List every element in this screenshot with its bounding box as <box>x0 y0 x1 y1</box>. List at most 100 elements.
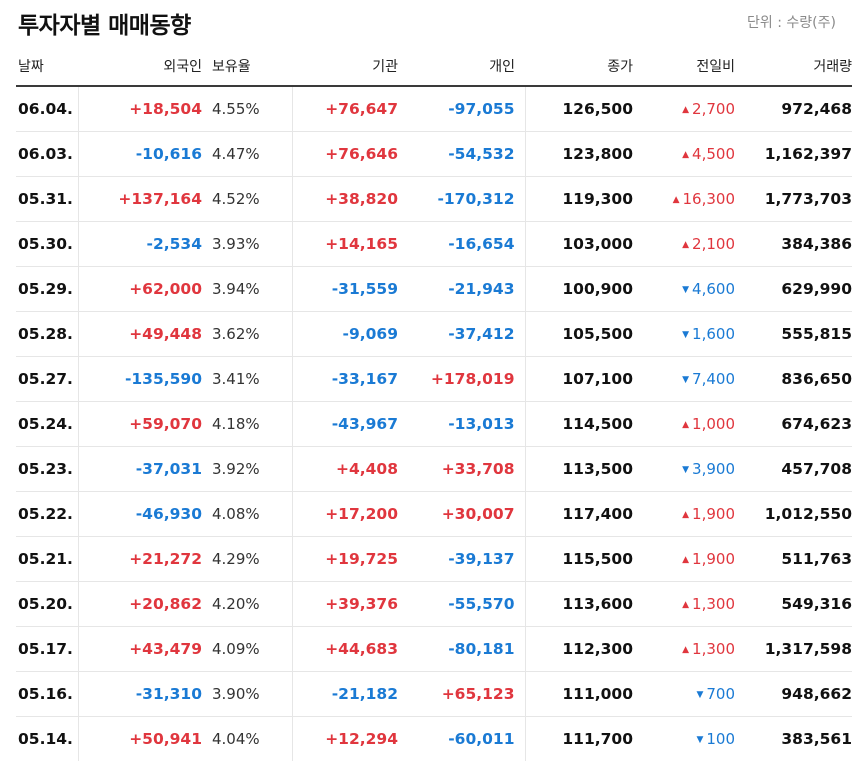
cell-institution: -21,182 <box>292 671 398 717</box>
change-value: 1,300 <box>692 595 735 613</box>
cell-change: ▼ 700 <box>633 671 735 717</box>
table-row: 05.16. -31,310 3.90% -21,182 +65,123 111,000 ▼… <box>16 671 852 717</box>
table-body: 06.04. +18,504 4.55% +76,647 -97,055 126,500 ▲… <box>16 86 852 761</box>
header-institution: 기관 <box>292 46 398 87</box>
header-volume: 거래량 <box>735 46 852 87</box>
table-row: 05.27. -135,590 3.41% -33,167 +178,019 107,10… <box>16 356 852 402</box>
cell-foreign: -2,534 <box>78 221 202 267</box>
down-triangle-icon: ▼ <box>682 465 690 475</box>
cell-individual: -170,312 <box>398 176 526 222</box>
cell-ownership: 4.18% <box>202 401 293 447</box>
cell-close-price: 123,800 <box>525 131 633 177</box>
up-triangle-icon: ▲ <box>682 240 690 250</box>
header-individual: 개인 <box>398 46 525 87</box>
cell-volume: 383,561 <box>781 730 852 748</box>
cell-change: ▼ 7,400 <box>633 356 735 402</box>
cell-change: ▼ 4,600 <box>633 266 735 312</box>
cell-change: ▼ 1,600 <box>633 311 735 357</box>
header-change: 전일비 <box>633 46 735 87</box>
cell-date: 05.29. <box>16 266 79 312</box>
cell-date: 05.17. <box>16 626 79 672</box>
cell-close-price: 115,500 <box>525 536 633 582</box>
up-triangle-icon: ▲ <box>682 150 690 160</box>
cell-institution: -31,559 <box>292 266 398 312</box>
cell-date: 05.28. <box>16 311 79 357</box>
cell-change: ▲ 1,000 <box>633 401 735 447</box>
cell-change: ▲ 1,900 <box>633 491 735 537</box>
table-row: 05.31. +137,164 4.52% +38,820 -170,312 119,30… <box>16 176 852 222</box>
cell-individual: +33,708 <box>398 446 526 492</box>
cell-individual: -60,011 <box>398 716 526 761</box>
cell-volume: 629,990 <box>735 266 852 312</box>
cell-date: 05.16. <box>16 671 79 717</box>
cell-volume: 511,763 <box>735 536 852 582</box>
change-value: 16,300 <box>682 190 736 208</box>
cell-close-price: 107,100 <box>525 356 633 402</box>
cell-close-price: 113,600 <box>525 581 633 627</box>
cell-individual: -80,181 <box>398 626 526 672</box>
table-header: 날짜 외국인 보유율 기관 개인 종가 전일비 거래량 <box>16 46 852 87</box>
header-ownership: 보유율 <box>202 46 292 87</box>
cell-individual: +65,123 <box>398 671 526 717</box>
header-date: 날짜 <box>16 46 78 87</box>
cell-ownership: 3.94% <box>202 266 293 312</box>
cell-ownership: 4.08% <box>202 491 293 537</box>
cell-ownership: 3.41% <box>202 356 293 402</box>
cell-change: ▲ 2,700 <box>633 86 735 132</box>
cell-close-price: 112,300 <box>525 626 633 672</box>
cell-volume: 384,386 <box>735 221 852 267</box>
cell-individual: +178,019 <box>398 356 526 402</box>
cell-date: 05.27. <box>16 356 79 402</box>
cell-individual: -97,055 <box>398 86 526 132</box>
cell-foreign: +21,272 <box>78 536 202 582</box>
change-value: 7,400 <box>692 370 735 388</box>
cell-institution: +44,683 <box>292 626 398 672</box>
down-triangle-icon: ▼ <box>682 375 690 385</box>
up-triangle-icon: ▲ <box>682 420 690 430</box>
cell-individual: -39,137 <box>398 536 526 582</box>
down-triangle-icon: ▼ <box>682 285 690 295</box>
cell-date: 06.03. <box>16 131 79 177</box>
cell-institution: +17,200 <box>292 491 398 537</box>
change-value: 1,900 <box>692 505 735 523</box>
table-row: 05.28. +49,448 3.62% -9,069 -37,412 105,500 ▼ 1… <box>16 311 852 357</box>
cell-foreign: -135,590 <box>78 356 202 402</box>
cell-ownership: 4.20% <box>202 581 293 627</box>
cell-volume: 555,815 <box>735 311 852 357</box>
unit-label: 단위 : 수량(주) <box>747 15 836 31</box>
up-triangle-icon: ▲ <box>682 510 690 520</box>
cell-close-price: 111,700 <box>562 730 633 748</box>
cell-individual: -37,412 <box>398 311 526 357</box>
change-value: 2,100 <box>692 235 735 253</box>
cell-close-price: 119,300 <box>525 176 633 222</box>
cell-volume: 1,162,397 <box>735 131 852 177</box>
table-row: 06.03. -10,616 4.47% +76,646 -54,532 123,800 ▲… <box>16 131 852 177</box>
cell-institution: +12,294 <box>325 730 398 748</box>
cell-individual: -13,013 <box>398 401 526 447</box>
cell-ownership: 4.47% <box>202 131 293 177</box>
cell-close-price: 117,400 <box>525 491 633 537</box>
change-value: 1,900 <box>692 550 735 568</box>
cell-foreign: -31,310 <box>78 671 202 717</box>
cell-change: ▼ 3,900 <box>633 446 735 492</box>
header-row: 날짜 외국인 보유율 기관 개인 종가 전일비 거래량 <box>16 46 852 87</box>
cell-foreign: -46,930 <box>78 491 202 537</box>
up-triangle-icon: ▲ <box>682 645 690 655</box>
change-value: 2,700 <box>692 100 735 118</box>
table-row: 05.21. +21,272 4.29% +19,725 -39,137 115,500 ▲… <box>16 536 852 582</box>
cell-date: 05.23. <box>16 446 79 492</box>
cell-individual: -55,570 <box>398 581 526 627</box>
cell-foreign: +137,164 <box>78 176 202 222</box>
down-triangle-icon: ▼ <box>696 690 704 700</box>
down-triangle-icon: ▼ <box>682 330 690 340</box>
cell-date: 05.14. <box>16 716 79 761</box>
table-row: 05.30. -2,534 3.93% +14,165 -16,654 103,000 ▲ 2… <box>16 221 852 267</box>
cell-change: ▲ 1,300 <box>633 581 735 627</box>
cell-institution: +19,725 <box>292 536 398 582</box>
cell-individual: -16,654 <box>398 221 526 267</box>
change-value: 1,300 <box>692 640 735 658</box>
up-triangle-icon: ▲ <box>682 600 690 610</box>
change-value: 4,600 <box>692 280 735 298</box>
cell-institution: +38,820 <box>292 176 398 222</box>
